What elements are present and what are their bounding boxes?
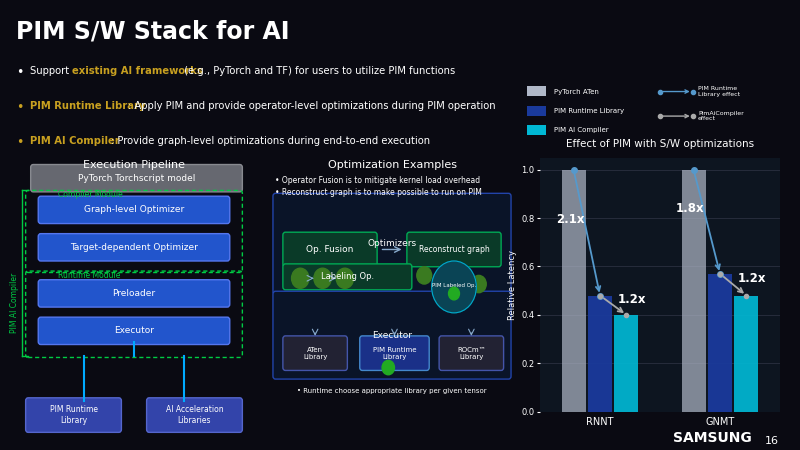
Text: PyTorch ATen: PyTorch ATen bbox=[554, 89, 598, 94]
Text: Runtime Module: Runtime Module bbox=[58, 271, 121, 280]
Text: •: • bbox=[16, 101, 23, 114]
Bar bbox=[614, 315, 638, 412]
Bar bbox=[562, 170, 586, 412]
Circle shape bbox=[314, 268, 331, 288]
Circle shape bbox=[449, 287, 459, 300]
FancyBboxPatch shape bbox=[273, 194, 511, 294]
Text: Labeling Op.: Labeling Op. bbox=[321, 272, 374, 281]
FancyBboxPatch shape bbox=[30, 165, 242, 192]
FancyBboxPatch shape bbox=[38, 196, 230, 224]
Circle shape bbox=[471, 275, 486, 292]
Text: PIM AI Compiler: PIM AI Compiler bbox=[30, 136, 119, 146]
Text: •: • bbox=[16, 136, 23, 149]
FancyBboxPatch shape bbox=[38, 280, 230, 307]
Text: PIM AI Compiler: PIM AI Compiler bbox=[554, 127, 609, 133]
Text: Target-dependent Optimizer: Target-dependent Optimizer bbox=[70, 243, 198, 252]
Text: AI Acceleration
Libraries: AI Acceleration Libraries bbox=[166, 405, 223, 425]
FancyBboxPatch shape bbox=[439, 336, 504, 370]
Text: PIM Labeled Op.: PIM Labeled Op. bbox=[432, 283, 476, 288]
Text: Op. Fusion: Op. Fusion bbox=[306, 245, 354, 254]
Text: • Runtime choose appropriate library per given tensor: • Runtime choose appropriate library per… bbox=[297, 388, 487, 394]
Text: Effect of PIM with S/W optimizations: Effect of PIM with S/W optimizations bbox=[566, 139, 754, 149]
Text: Graph-level Optimizer: Graph-level Optimizer bbox=[84, 205, 184, 214]
Circle shape bbox=[417, 267, 432, 284]
FancyBboxPatch shape bbox=[146, 398, 242, 432]
Text: Optimization Examples: Optimization Examples bbox=[327, 160, 457, 170]
FancyBboxPatch shape bbox=[283, 232, 377, 267]
Text: PyTorch Torchscript model: PyTorch Torchscript model bbox=[78, 174, 195, 183]
Circle shape bbox=[291, 268, 309, 288]
Circle shape bbox=[336, 268, 354, 288]
FancyBboxPatch shape bbox=[407, 232, 501, 267]
FancyBboxPatch shape bbox=[273, 291, 511, 379]
Text: PIM S/W Stack for AI: PIM S/W Stack for AI bbox=[16, 20, 290, 44]
Text: Optimizers: Optimizers bbox=[367, 239, 417, 248]
FancyBboxPatch shape bbox=[26, 398, 122, 432]
Text: PIM Runtime Library: PIM Runtime Library bbox=[30, 101, 146, 111]
Bar bbox=[708, 274, 732, 412]
Text: Executor: Executor bbox=[114, 326, 154, 335]
Text: : Apply PIM and provide operator-level optimizations during PIM operation: : Apply PIM and provide operator-level o… bbox=[128, 101, 496, 111]
Text: (e.g., PyTorch and TF) for users to utilize PIM functions: (e.g., PyTorch and TF) for users to util… bbox=[181, 66, 455, 76]
FancyBboxPatch shape bbox=[283, 336, 347, 370]
Bar bbox=[526, 106, 546, 116]
Bar bbox=[682, 170, 706, 412]
Text: Executor: Executor bbox=[372, 331, 412, 340]
FancyBboxPatch shape bbox=[360, 336, 430, 370]
Text: • Operator Fusion is to mitigate kernel load overhead: • Operator Fusion is to mitigate kernel … bbox=[275, 176, 481, 185]
Circle shape bbox=[432, 261, 476, 313]
Text: ATen
Library: ATen Library bbox=[303, 346, 327, 360]
Text: • Reconstruct graph is to make possible to run on PIM: • Reconstruct graph is to make possible … bbox=[275, 188, 482, 197]
Text: 2.1x: 2.1x bbox=[556, 213, 584, 226]
Text: PIM Runtime
Library: PIM Runtime Library bbox=[373, 346, 416, 360]
Text: PIM Runtime Library: PIM Runtime Library bbox=[554, 108, 624, 114]
Y-axis label: Relative Latency: Relative Latency bbox=[508, 250, 517, 320]
Bar bbox=[588, 296, 612, 412]
Text: Preloader: Preloader bbox=[113, 289, 155, 298]
Bar bbox=[734, 296, 758, 412]
Text: PimAiCompiler
effect: PimAiCompiler effect bbox=[698, 111, 744, 122]
Text: Compiler Module: Compiler Module bbox=[58, 190, 123, 199]
Text: PIM AI Compiler: PIM AI Compiler bbox=[10, 273, 19, 333]
Text: 1.2x: 1.2x bbox=[738, 272, 766, 285]
Text: 1.2x: 1.2x bbox=[618, 293, 646, 306]
Bar bbox=[526, 125, 546, 135]
Circle shape bbox=[382, 360, 394, 375]
Text: PIM Runtime
Library effect: PIM Runtime Library effect bbox=[698, 86, 740, 97]
Text: •: • bbox=[16, 66, 23, 79]
Circle shape bbox=[439, 267, 454, 284]
FancyBboxPatch shape bbox=[38, 317, 230, 345]
Text: existing AI frameworks: existing AI frameworks bbox=[72, 66, 203, 76]
Circle shape bbox=[449, 275, 464, 292]
Text: Support: Support bbox=[30, 66, 72, 76]
Text: SAMSUNG: SAMSUNG bbox=[673, 431, 751, 445]
Text: 16: 16 bbox=[765, 436, 779, 446]
Text: 1.8x: 1.8x bbox=[676, 202, 704, 215]
Text: PIM Runtime
Library: PIM Runtime Library bbox=[50, 405, 98, 425]
Text: Reconstruct graph: Reconstruct graph bbox=[418, 245, 490, 254]
Text: : Provide graph-level optimizations during end-to-end execution: : Provide graph-level optimizations duri… bbox=[111, 136, 430, 146]
Text: Execution Pipeline: Execution Pipeline bbox=[83, 160, 185, 170]
FancyBboxPatch shape bbox=[283, 264, 412, 290]
Bar bbox=[526, 86, 546, 96]
FancyBboxPatch shape bbox=[38, 234, 230, 261]
Text: ROCm™
Library: ROCm™ Library bbox=[457, 346, 486, 360]
